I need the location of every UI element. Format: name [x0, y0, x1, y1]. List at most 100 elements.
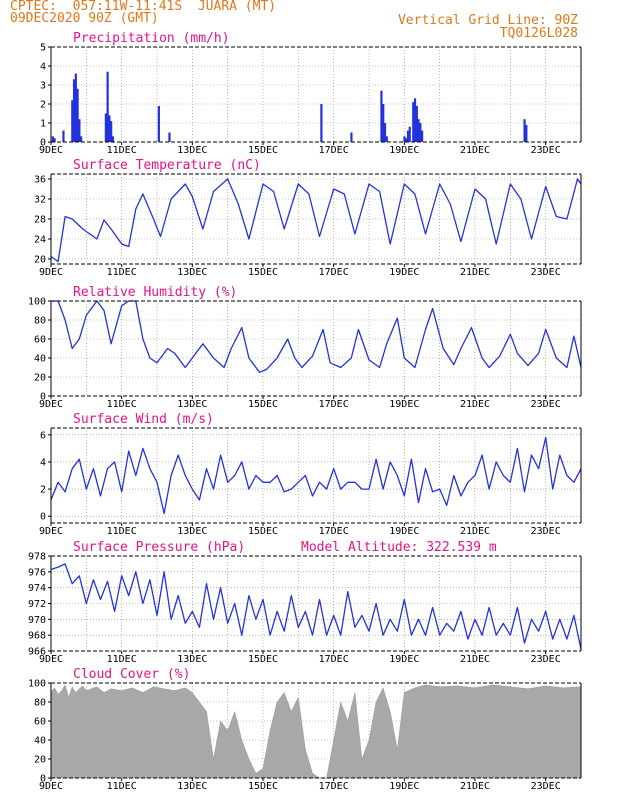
panel1-ytick-label: 4 [40, 62, 46, 73]
panel1-bar [104, 113, 107, 142]
panel1-ytick-label: 3 [40, 81, 46, 92]
panel2-xtick-label: 13DEC [177, 267, 207, 278]
panel1-bar [350, 132, 353, 142]
panel5-xtick-label: 11DEC [107, 654, 137, 665]
panel4-xtick-label: 19DEC [389, 526, 419, 537]
panel4-xtick-label: 9DEC [39, 526, 63, 537]
panel3-xtick-label: 19DEC [389, 399, 419, 410]
panel1-bar [62, 130, 65, 142]
panel6-ytick-label: 40 [34, 736, 46, 747]
panel6-title: Cloud Cover (%) [73, 667, 190, 682]
panel1-xtick-label: 19DEC [389, 145, 419, 156]
panel2-title: Surface Temperature (nC) [73, 158, 261, 173]
panel5-ytick-label: 968 [28, 631, 46, 642]
panel2-xtick-label: 9DEC [39, 267, 63, 278]
panel1-xtick-label: 17DEC [319, 145, 349, 156]
panel2-xtick-label: 21DEC [460, 267, 490, 278]
panel6-ytick-label: 0 [40, 774, 46, 785]
panel1-bar [320, 104, 323, 142]
panel5-xtick-label: 15DEC [248, 654, 278, 665]
panel1-xtick-label: 23DEC [531, 145, 561, 156]
grid-line-note: Vertical Grid Line: 90Z [397, 13, 578, 28]
panel3-xtick-label: 23DEC [531, 399, 561, 410]
panel6-xtick-label: 9DEC [39, 781, 63, 792]
panel1-bar [525, 124, 528, 142]
panel1-xtick-label: 9DEC [39, 145, 63, 156]
panel4-ytick-label: 6 [40, 430, 46, 441]
panel6-xtick-label: 19DEC [389, 781, 419, 792]
panel5-xtick-label: 17DEC [319, 654, 349, 665]
panel1-bar [413, 98, 417, 142]
panel1-ytick-label: 2 [40, 100, 46, 111]
panel1-bar [78, 119, 81, 142]
panel1-ytick-label: 0 [40, 138, 46, 149]
panel5-ytick-label: 974 [28, 583, 46, 594]
panel1-bar [106, 71, 109, 142]
panel6-xtick-label: 11DEC [107, 781, 137, 792]
panel3-title: Relative Humidity (%) [73, 285, 237, 300]
panel5-ytick-label: 972 [28, 599, 46, 610]
panel2-ytick-label: 20 [34, 255, 46, 266]
panel3-xtick-label: 21DEC [460, 399, 490, 410]
panel2-ytick-label: 36 [34, 175, 46, 186]
panel4-ytick-label: 4 [40, 457, 46, 468]
panel3-xtick-label: 9DEC [39, 399, 63, 410]
panel3-ytick-label: 20 [34, 373, 46, 384]
panel5-ytick-label: 976 [28, 567, 46, 578]
station-header: CPTEC: 057:11W-11:41S JUARA (MT) [10, 0, 277, 14]
panel1-bar [406, 130, 410, 142]
panel2-xtick-label: 15DEC [248, 267, 278, 278]
panel5-title: Surface Pressure (hPa) [73, 540, 245, 555]
panel3-ytick-label: 100 [28, 297, 46, 308]
panel4-xtick-label: 13DEC [177, 526, 207, 537]
panel1-bar [80, 136, 83, 142]
panel1-bar [110, 121, 113, 142]
panel4-title: Surface Wind (m/s) [73, 412, 214, 427]
panel2-ytick-label: 32 [34, 195, 46, 206]
panel4-ytick-label: 0 [40, 512, 46, 523]
panel1-ytick-label: 5 [40, 43, 46, 54]
panel1-bar [412, 102, 415, 142]
panel3-xtick-label: 15DEC [248, 399, 278, 410]
panel2-ytick-label: 28 [34, 215, 46, 226]
panel5-xtick-label: 19DEC [389, 654, 419, 665]
panel5-ytick-label: 978 [28, 552, 46, 563]
panel5-xtick-label: 23DEC [531, 654, 561, 665]
panel3-ytick-label: 60 [34, 335, 46, 346]
panel5-series-line [50, 563, 582, 650]
run-date: 09DEC2020 90Z (GMT) [10, 11, 159, 26]
panel1-ytick-label: 1 [40, 119, 46, 130]
panel1-xtick-label: 15DEC [248, 145, 278, 156]
panel1-bar [74, 73, 77, 142]
panel2-series-line [50, 178, 582, 263]
panel1-bar [72, 79, 76, 142]
panel1-bar [415, 105, 418, 142]
panel4-xtick-label: 11DEC [107, 526, 137, 537]
panel1-bar [405, 138, 408, 142]
panel1-bar [421, 130, 424, 142]
panel6-ytick-label: 100 [28, 679, 46, 690]
panel6-ytick-label: 60 [34, 717, 46, 728]
panel3-series-line [51, 300, 582, 373]
panel2-xtick-label: 11DEC [107, 267, 137, 278]
panel1-bar [108, 115, 111, 142]
panel3-ytick-label: 40 [34, 354, 46, 365]
panel1-bar [53, 138, 56, 142]
panel1-bar [111, 136, 115, 142]
panel5-xtick-label: 21DEC [460, 654, 490, 665]
panel3-xtick-label: 13DEC [177, 399, 207, 410]
panel1-bar [385, 136, 388, 142]
panel6-ytick-label: 20 [34, 755, 46, 766]
panel4-ytick-label: 2 [40, 485, 46, 496]
panel1-bar [51, 136, 54, 142]
panel1-bar [419, 123, 422, 142]
panel3-ytick-label: 0 [40, 392, 46, 403]
panel6-xtick-label: 17DEC [319, 781, 349, 792]
panel1-bar [157, 105, 160, 142]
panel4-xtick-label: 23DEC [531, 526, 561, 537]
panel3-ytick-label: 80 [34, 316, 46, 327]
panel4-series-line [50, 436, 582, 515]
panel1-bar [168, 132, 171, 142]
panel6-xtick-label: 21DEC [460, 781, 490, 792]
panel2-xtick-label: 23DEC [531, 267, 561, 278]
